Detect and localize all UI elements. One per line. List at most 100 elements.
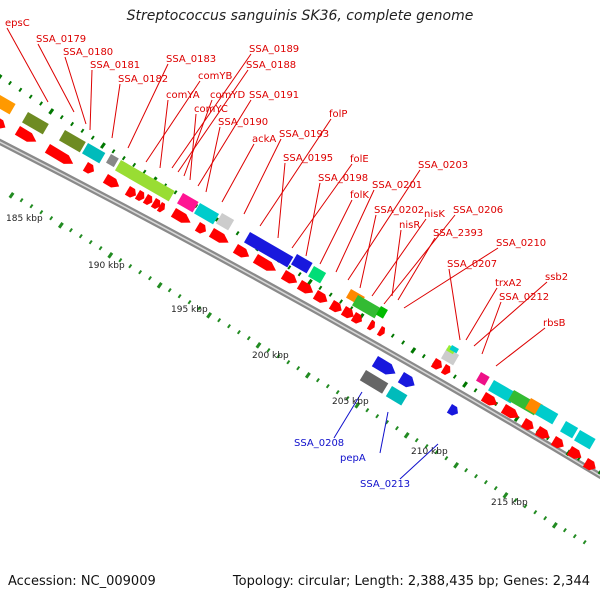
gene-label: SSA_0212 <box>499 292 549 303</box>
outer-tick <box>100 142 106 149</box>
inner-tick <box>375 414 380 419</box>
forward-gene-arrow <box>232 244 250 258</box>
forward-gene-arrow <box>312 290 328 303</box>
scale-label: 190 kbp <box>88 261 125 271</box>
forward-gene-arrow <box>134 190 145 202</box>
forward-gene-arrow-shape <box>520 418 534 431</box>
leader-line <box>277 162 286 239</box>
gene-box <box>194 203 220 225</box>
leader-line <box>145 80 201 163</box>
inner-tick <box>483 480 488 485</box>
leader-line <box>379 411 389 454</box>
forward-gene-arrow-shape <box>134 190 145 202</box>
forward-gene-arrow <box>534 426 550 439</box>
gene-label: rbsB <box>543 318 566 329</box>
inner-tick <box>523 504 528 509</box>
gene-label: SSA_0202 <box>374 205 424 216</box>
outer-tick <box>401 340 406 345</box>
gene-label: SSA_0201 <box>372 180 422 191</box>
leader-line <box>383 214 456 305</box>
gene-box <box>560 421 579 439</box>
gene-label: nisR <box>399 220 420 231</box>
inner-tick <box>107 252 114 259</box>
gene-label: SSA_0189 <box>249 44 299 55</box>
forward-gene-arrow-shape <box>440 364 451 376</box>
inner-tick <box>217 317 222 323</box>
leader-line <box>37 43 75 113</box>
forward-gene-arrow <box>150 198 161 210</box>
forward-gene-arrow-shape <box>150 198 161 210</box>
gene-box <box>308 266 327 284</box>
leader-line <box>335 189 375 273</box>
leader-line <box>127 63 169 149</box>
inner-tick <box>29 203 34 209</box>
outer-tick <box>306 278 313 286</box>
gene-label: SSA_0208 <box>294 438 344 449</box>
gene-label: SSA_0181 <box>90 60 140 71</box>
leader-line <box>371 218 427 297</box>
leader-line <box>495 327 546 367</box>
forward-gene-arrow-shape <box>170 208 191 223</box>
inner-tick <box>315 378 320 383</box>
outer-tick <box>390 333 395 338</box>
leader-line <box>177 69 249 173</box>
inner-tick <box>286 360 291 365</box>
inner-tick <box>19 198 24 203</box>
forward-gene-arrow <box>582 458 596 471</box>
inner-tick <box>464 468 469 473</box>
outer-tick <box>0 74 3 81</box>
gene-label: ssb2 <box>545 272 568 283</box>
leader-line <box>183 99 213 177</box>
inner-tick <box>78 234 83 239</box>
leader-line <box>347 169 421 281</box>
leader-line <box>171 53 252 169</box>
outer-tick <box>111 149 116 154</box>
forward-gene-arrow <box>280 270 298 284</box>
forward-gene-arrow-shape <box>124 186 136 198</box>
gene-box <box>82 143 106 164</box>
forward-gene-arrow <box>520 418 534 431</box>
inner-tick <box>434 450 439 455</box>
gene-label: SSA_0193 <box>279 129 329 140</box>
inner-tick <box>543 516 548 521</box>
outer-tick <box>142 169 147 175</box>
inner-tick <box>197 305 202 311</box>
gene-label: SSA_0188 <box>246 60 296 71</box>
genome-backbone-highlight <box>0 141 600 477</box>
leader-line <box>465 287 498 341</box>
gene-box <box>216 213 235 231</box>
forward-gene-arrow-shape <box>500 404 519 419</box>
forward-gene-arrow-shape <box>82 162 94 174</box>
gene-box <box>534 404 559 425</box>
forward-gene-arrow <box>350 312 362 324</box>
label-leader-lines <box>6 27 548 480</box>
outer-tick <box>173 190 178 195</box>
outer-tick <box>18 87 23 93</box>
leader-line <box>319 199 353 265</box>
leader-line <box>259 118 332 227</box>
forward-gene-arrow-shape <box>480 392 498 406</box>
reverse-gene-box <box>385 386 408 406</box>
forward-gene-arrow <box>366 320 376 331</box>
forward-gene-arrow <box>440 364 451 376</box>
outer-tick <box>318 285 323 291</box>
forward-gene-arrow-shape <box>366 320 376 331</box>
gene-label: comYC <box>194 104 228 115</box>
outer-tick <box>339 299 344 304</box>
leader-line <box>221 143 255 203</box>
gene-box <box>291 254 313 274</box>
outer-tick <box>39 101 44 106</box>
leader-line <box>481 301 502 355</box>
leader-line <box>333 391 363 439</box>
inner-tick <box>128 264 133 269</box>
forward-gene-arrow-shape <box>582 458 596 471</box>
gene-label: comYA <box>166 90 200 101</box>
inner-tick <box>118 258 123 263</box>
inner-tick <box>572 534 577 539</box>
inner-tick <box>335 390 340 395</box>
forward-gene-arrow-shape <box>350 312 362 324</box>
inner-tick <box>444 456 449 461</box>
outer-tick <box>462 381 468 388</box>
forward-gene-arrow <box>550 436 564 449</box>
